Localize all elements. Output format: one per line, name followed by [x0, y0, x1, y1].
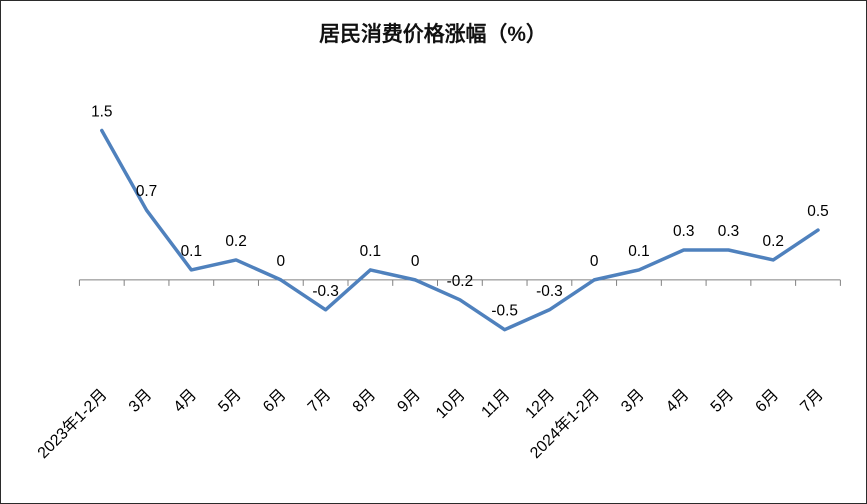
category-label: 8月	[350, 386, 380, 416]
series-line-group	[100, 128, 820, 332]
data-label: 0.3	[718, 223, 739, 240]
price-line	[100, 128, 820, 332]
data-label: 0.1	[628, 243, 649, 260]
category-label: 5月	[215, 386, 245, 416]
category-label: 2023年1-2月	[34, 386, 111, 463]
category-label: 6月	[752, 386, 782, 416]
data-label: -0.2	[447, 273, 474, 290]
category-label: 9月	[394, 386, 424, 416]
data-label: 0.1	[181, 243, 202, 260]
category-label: 12月	[522, 386, 558, 422]
category-label: 3月	[618, 386, 648, 416]
category-label: 10月	[433, 386, 469, 422]
data-label: 0	[411, 253, 420, 270]
chart-title: 居民消费价格涨幅（%）	[319, 22, 547, 46]
category-label: 3月	[126, 386, 156, 416]
category-label: 7月	[797, 386, 827, 416]
category-label: 5月	[708, 386, 738, 416]
data-label: 0.1	[360, 243, 381, 260]
data-label: 0.2	[763, 233, 784, 250]
data-labels-group: 1.5 0.7 0.1 0.2 0 -0.3 0.1 0 -0.2 -0.5 -0.3 0 0.1 0.3…	[91, 104, 829, 320]
data-label: 0.5	[807, 203, 828, 220]
data-label: -0.5	[491, 303, 518, 320]
category-label: 11月	[478, 386, 513, 421]
x-axis	[78, 279, 841, 286]
category-label: 7月	[305, 386, 335, 416]
data-label: 0	[590, 253, 599, 270]
data-label: 0.2	[225, 233, 246, 250]
category-label: 4月	[663, 386, 693, 416]
data-label: 0.7	[136, 183, 157, 200]
data-label: 1.5	[91, 104, 112, 121]
data-label: -0.3	[312, 283, 339, 300]
data-label: -0.3	[536, 283, 563, 300]
category-label: 6月	[260, 386, 290, 416]
category-labels-group: 2023年1-2月 3月 4月 5月 6月 7月 8月 9月 10月 11月 12月2024年1-2…	[34, 386, 827, 463]
data-label: 0	[277, 253, 286, 270]
category-label: 4月	[171, 386, 201, 416]
data-label: 0.3	[673, 223, 694, 240]
